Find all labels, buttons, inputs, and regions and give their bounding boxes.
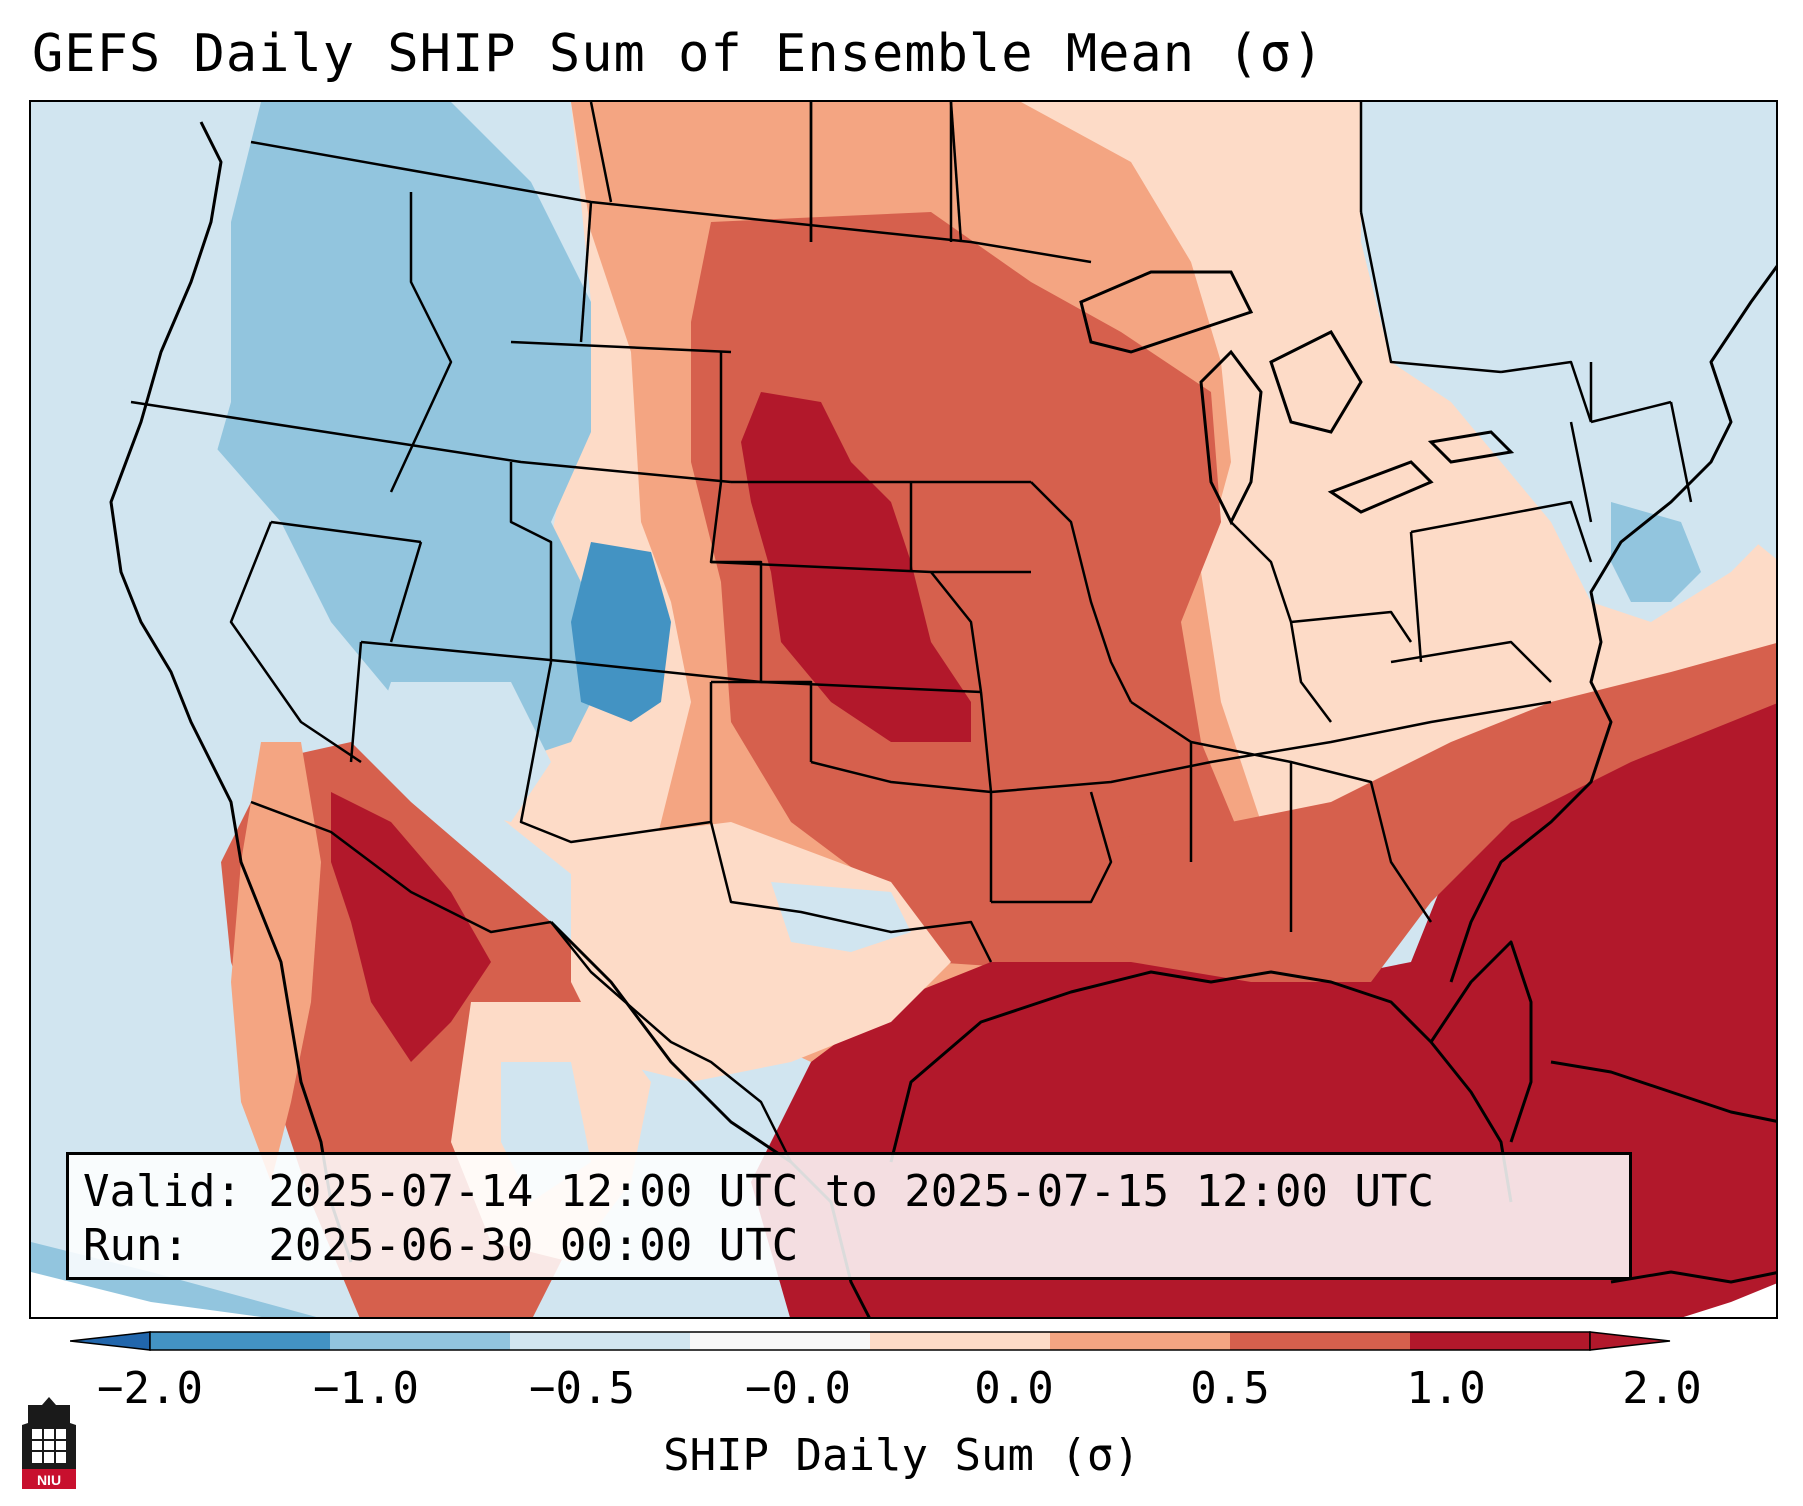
field-greatbasin [371, 682, 551, 822]
run-time-line: Run: 2025-06-30 00:00 UTC [83, 1220, 799, 1271]
field-texas-pink [571, 822, 951, 1082]
svg-text:NIU: NIU [37, 1472, 61, 1488]
field-atlantic-blue [1611, 502, 1701, 602]
colorbar-extend-high [1589, 1331, 1671, 1351]
field-colorado-core [571, 542, 671, 722]
canada-borders [589, 102, 1363, 243]
projection-edge-right [1683, 1283, 1776, 1317]
field-westcoast-lightblue [121, 182, 271, 862]
colorbar-tick-label: 1.0 [1406, 1363, 1486, 1414]
field-southeast-red [1091, 643, 1776, 982]
colorbar-tick-label: −1.0 [313, 1363, 419, 1414]
field-west-blue [191, 102, 611, 762]
colorbar-tick-label: −2.0 [97, 1363, 203, 1414]
colorbar-tick-label: 0.0 [974, 1363, 1054, 1414]
field-baja [231, 742, 321, 1182]
colorbar-tick-label: −0.5 [529, 1363, 635, 1414]
colorbar-segment [150, 1332, 331, 1350]
colorbar-ticks: −2.0 −1.0 −0.5 −0.0 0.0 0.5 1.0 2.0 [0, 1364, 1803, 1424]
colorbar-segment [1230, 1332, 1411, 1350]
colorbar-segment [330, 1332, 511, 1350]
field-texas-blue [771, 882, 911, 952]
map-canvas [31, 102, 1776, 1317]
colorbar [70, 1331, 1671, 1351]
colorbar-label: SHIP Daily Sum (σ) [663, 1430, 1140, 1481]
colorbar-tick-label: 0.5 [1190, 1363, 1270, 1414]
valid-run-info-box: Valid: 2025-07-14 12:00 UTC to 2025-07-1… [66, 1152, 1632, 1280]
field-southwest-core [331, 792, 491, 1062]
colorbar-segments [149, 1331, 1591, 1351]
colorbar-segment [510, 1332, 691, 1350]
field-plains-core [741, 392, 971, 742]
colorbar-tick-label: −0.0 [745, 1363, 851, 1414]
colorbar-tick-label: 2.0 [1622, 1363, 1702, 1414]
projection-edge-left [31, 1272, 262, 1317]
colorbar-segment [870, 1332, 1051, 1350]
colorbar-segment [690, 1332, 871, 1350]
colorbar-extend-low [70, 1331, 151, 1351]
map-panel [29, 100, 1778, 1319]
niu-logo: NIU [22, 1397, 76, 1489]
colorbar-segment [1410, 1332, 1591, 1350]
colorbar-segment [1050, 1332, 1231, 1350]
great-lakes [1079, 270, 1515, 526]
chart-title: GEFS Daily SHIP Sum of Ensemble Mean (σ) [32, 24, 1325, 84]
state-borders [130, 102, 1693, 1163]
valid-time-line: Valid: 2025-07-14 12:00 UTC to 2025-07-1… [83, 1166, 1435, 1217]
